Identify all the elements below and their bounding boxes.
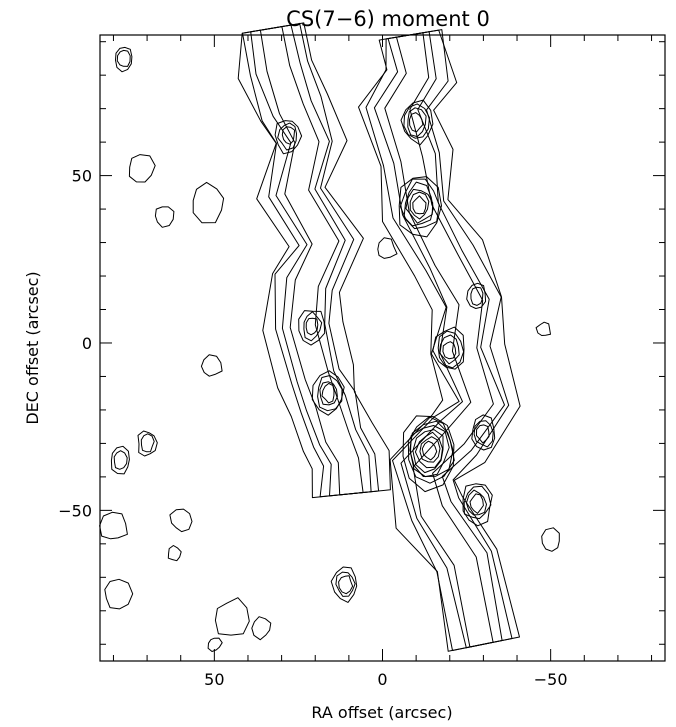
ridge-contour [237,22,391,499]
island-contour [167,545,182,562]
peak-contour [402,415,455,493]
x-axis-label: RA offset (arcsec) [311,703,452,722]
peak-contour [409,112,424,133]
y-tick-label: 50 [72,167,92,186]
peak-contour [403,181,434,227]
island-contour [200,354,223,377]
peak-contour [409,191,430,220]
peak-contour [115,46,133,73]
island-contour [541,527,560,552]
island-contour [169,508,193,533]
island-contour [251,616,272,641]
island-contour [99,511,128,540]
peak-contour [398,176,442,238]
peak-contour [298,310,326,346]
peak-contour [463,485,492,520]
peak-contour [140,433,155,453]
peak-contour [412,195,427,215]
peak-contour [466,282,487,309]
peak-contour [311,370,345,416]
peak-contour [317,375,343,412]
peak-contour [303,311,323,342]
peak-contour [400,99,434,146]
island-contour [128,154,156,183]
peak-contour [442,341,457,360]
chart-title: CS(7−6) moment 0 [286,7,490,31]
peak-contour [274,120,303,155]
peak-contour [437,330,465,369]
y-axis-label: DEC offset (arcsec) [23,271,42,424]
plot-frame [99,34,666,662]
x-tick-label: 50 [204,670,224,689]
peak-contour [407,107,427,138]
peak-contour [137,430,158,457]
peak-contour [403,103,430,139]
island-contour [104,578,134,610]
ridge-contour [259,26,364,496]
ridge-contour [250,24,372,497]
peak-contour [110,445,130,475]
ridge-contour [365,29,513,651]
ridge-contour [384,32,494,648]
island-contour [207,637,223,652]
x-tick-label: 0 [377,670,387,689]
peak-contour [405,188,434,224]
contour-layer [99,22,560,652]
peak-contour [473,420,494,448]
peak-contour [113,450,128,470]
peak-contour [432,326,465,370]
tick-marks [100,35,665,661]
peak-contour [319,381,338,406]
peak-contour [399,178,440,230]
peak-contour [469,493,484,514]
x-tick-label: −50 [534,670,568,689]
peak-contour [281,126,296,145]
island-contour [214,597,250,636]
peak-contour [116,49,131,67]
y-tick-label: −50 [58,501,92,520]
peak-contour [471,414,496,451]
peak-contour [421,440,438,461]
island-contour [192,181,225,224]
peak-contour [476,424,490,444]
peak-contour [410,425,450,478]
peak-contour [414,431,443,469]
peak-contour [470,286,484,306]
peak-contour [338,575,354,595]
y-tick-label: 0 [82,334,92,353]
peak-contour [465,489,487,516]
peak-contour [335,571,356,597]
island-contour [535,321,551,336]
peak-contour [277,122,297,151]
peak-contour [419,436,441,463]
peak-contour [321,382,335,404]
peak-contour [412,429,444,474]
tick-labels: 50 0 −50 50 0 −50 [58,167,567,689]
peak-contour [305,317,319,336]
peak-contour [330,566,358,603]
peak-contour [407,416,455,484]
island-contour [154,206,175,228]
island-contour [377,237,398,259]
ridge-contour [242,23,380,498]
ridge-contour [358,29,521,652]
peak-contour [439,334,460,365]
